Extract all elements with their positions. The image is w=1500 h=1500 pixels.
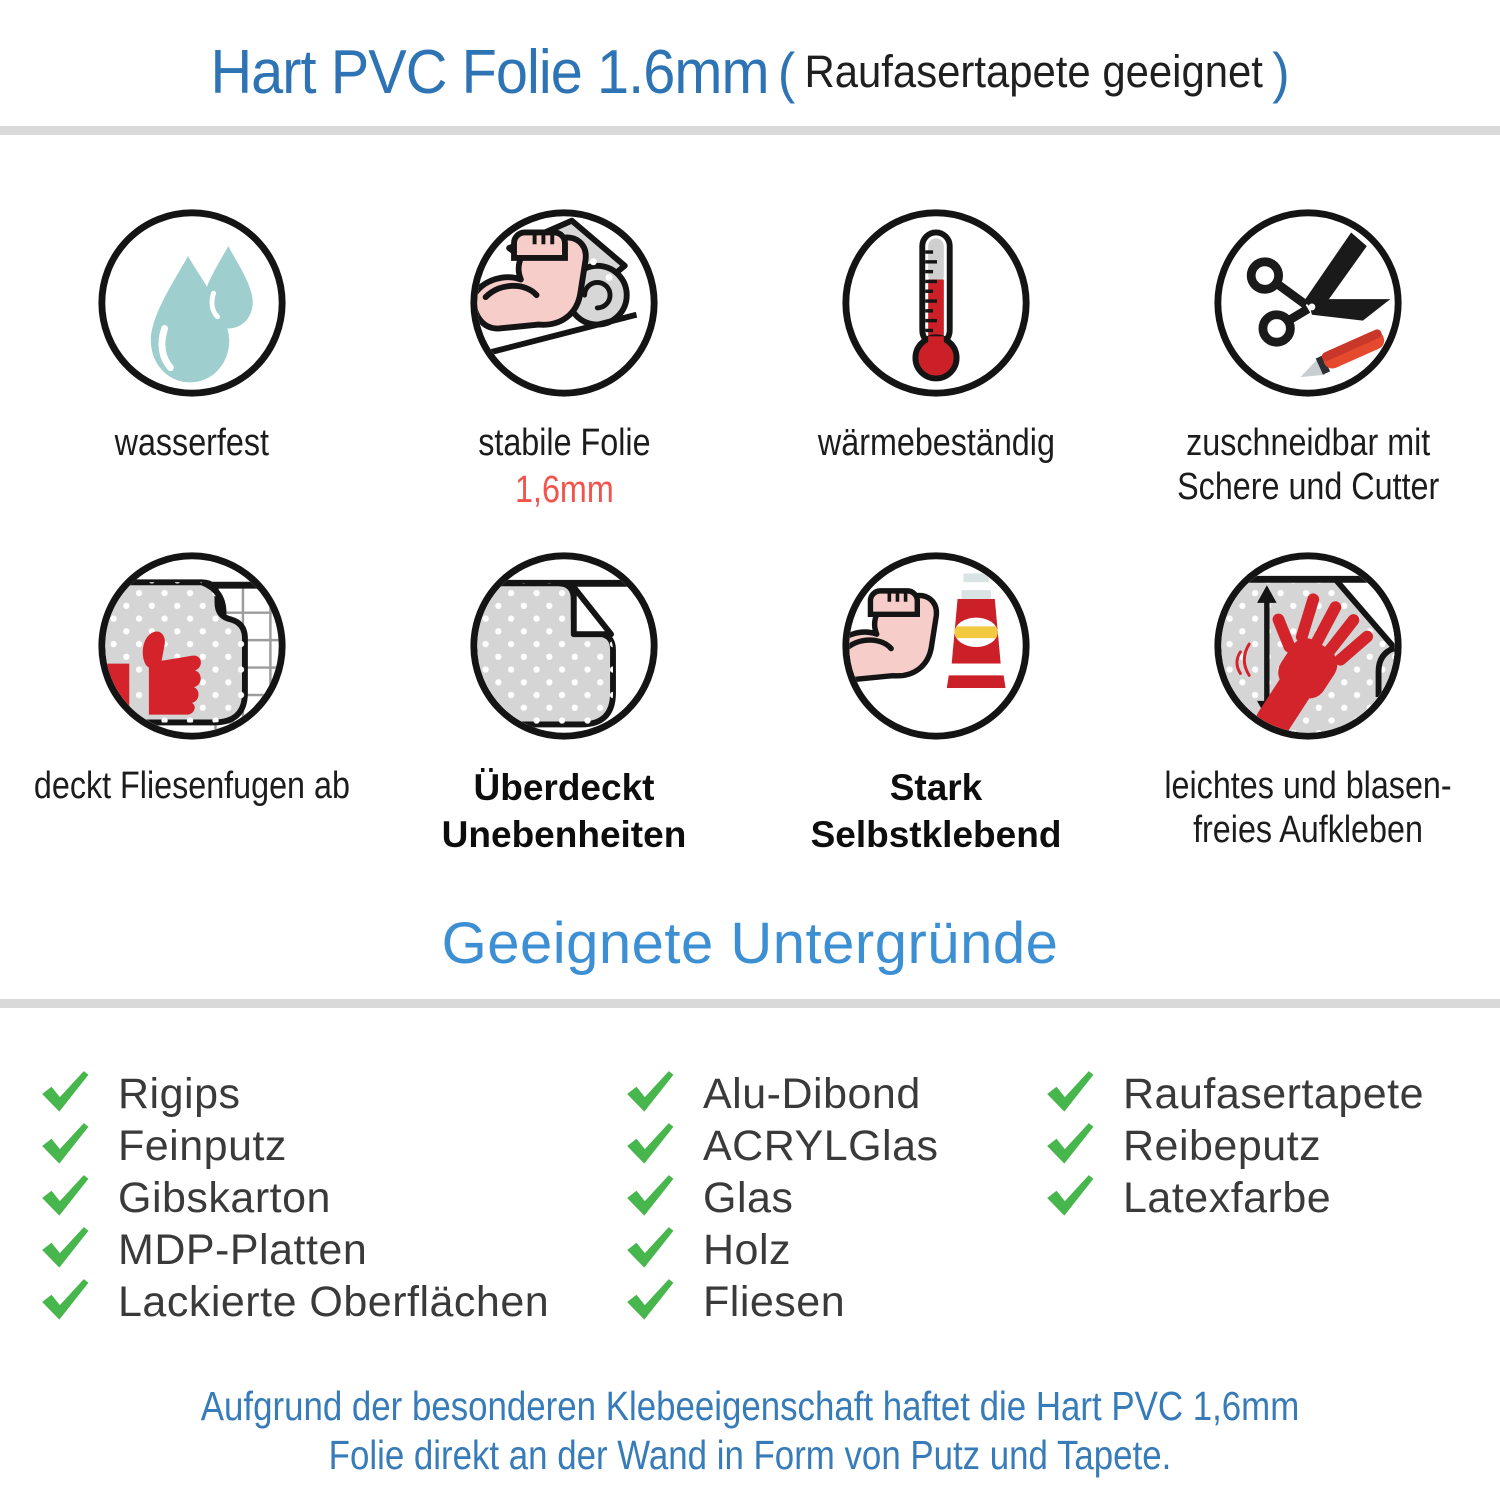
check-icon (42, 1071, 89, 1112)
feature-cover-unevenness: Überdeckt Unebenheiten (378, 548, 750, 858)
check-icon (42, 1279, 89, 1320)
substrate-item: Gibskarton (38, 1172, 623, 1224)
feature-label: deckt Fliesenfugen ab (33, 765, 351, 807)
hand-smoothing-icon (1210, 548, 1406, 744)
muscle-foil-icon (466, 205, 662, 401)
footer-line-2: Folie direkt an der Wand in Form von Put… (328, 1432, 1172, 1478)
check-icon (627, 1227, 674, 1268)
check-icon (1047, 1175, 1094, 1216)
title-paren-close: ) (1272, 40, 1290, 104)
feature-grid: wasserfest stab (6, 205, 1494, 858)
substrate-item: Alu-Dibond (623, 1068, 1043, 1120)
check-icon (42, 1175, 89, 1216)
feature-label: wasserfest (114, 422, 270, 464)
title-text: Hart PVC Folie 1.6mm (210, 37, 769, 107)
foil-peel-icon (466, 548, 662, 744)
feature-label: wärmebeständig (817, 422, 1055, 464)
feature-self-adhesive: Stark Selbstklebend (750, 548, 1122, 858)
check-icon (627, 1175, 674, 1216)
feature-label: stabile Folie 1,6mm (477, 422, 651, 511)
title-subtext: Raufasertapete geeignet (804, 46, 1263, 97)
check-icon (42, 1123, 89, 1164)
feature-cuttable: zuschneidbar mit Schere und Cutter (1122, 205, 1494, 512)
substrate-item: Rigips (38, 1068, 623, 1120)
check-icon (627, 1279, 674, 1320)
substrate-item: Fliesen (623, 1276, 1043, 1328)
substrate-item: Reibeputz (1043, 1120, 1478, 1172)
substrate-item: Latexfarbe (1043, 1172, 1478, 1224)
check-icon (1047, 1071, 1094, 1112)
scissors-cutter-icon (1210, 205, 1406, 401)
section-title: Geeignete Untergründe (441, 911, 1059, 976)
substrates-list: Rigips Feinputz Gibskarton MDP-Platten L… (38, 1068, 1478, 1328)
thumbs-up-tiles-icon (94, 548, 290, 744)
substrate-item: Feinputz (38, 1120, 623, 1172)
footer-line-1: Aufgrund der besonderen Klebeeigenschaft… (200, 1383, 1300, 1429)
feature-label: leichtes und blasen- freies Aufkleben (1164, 765, 1452, 851)
top-divider (0, 126, 1500, 135)
page-title: Hart PVC Folie 1.6mm ( Raufasertapete ge… (53, 0, 1448, 110)
thermometer-icon (838, 205, 1034, 401)
check-icon (42, 1227, 89, 1268)
substrates-column-3: Raufasertapete Reibeputz Latexfarbe (1043, 1068, 1478, 1328)
title-paren-open: ( (777, 40, 796, 104)
check-icon (1047, 1123, 1094, 1164)
substrate-item: ACRYLGlas (623, 1120, 1043, 1172)
substrate-item: Glas (623, 1172, 1043, 1224)
section-divider (0, 999, 1500, 1008)
substrates-column-1: Rigips Feinputz Gibskarton MDP-Platten L… (38, 1068, 623, 1328)
substrates-column-2: Alu-Dibond ACRYLGlas Glas Holz Fliesen (623, 1068, 1043, 1328)
muscle-glue-icon (838, 548, 1034, 744)
feature-bubble-free: leichtes und blasen- freies Aufkleben (1122, 548, 1494, 858)
feature-label: Stark Selbstklebend (810, 767, 1062, 855)
feature-label: zuschneidbar mit Schere und Cutter (1176, 422, 1440, 508)
thickness-highlight: 1,6mm (514, 469, 614, 511)
feature-heat-resistant: wärmebeständig (750, 205, 1122, 512)
check-icon (627, 1123, 674, 1164)
feature-label: Überdeckt Unebenheiten (441, 767, 687, 855)
feature-waterproof: wasserfest (6, 205, 378, 512)
footer-note: Aufgrund der besonderen Klebeeigenschaft… (113, 1382, 1388, 1480)
substrate-item: Raufasertapete (1043, 1068, 1478, 1120)
feature-stable-foil: stabile Folie 1,6mm (378, 205, 750, 512)
substrate-item: Holz (623, 1224, 1043, 1276)
substrate-item: Lackierte Oberflächen (38, 1276, 623, 1328)
water-drops-icon (94, 205, 290, 401)
substrate-item: MDP-Platten (38, 1224, 623, 1276)
check-icon (627, 1071, 674, 1112)
feature-grout-cover: deckt Fliesenfugen ab (6, 548, 378, 858)
